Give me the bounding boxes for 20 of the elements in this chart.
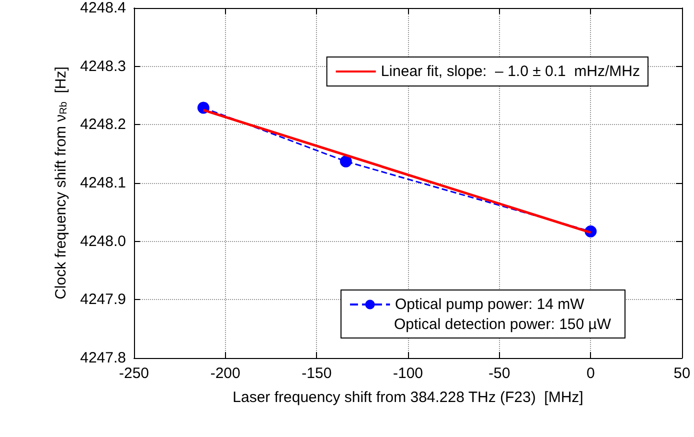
- x-tick-label: -250: [118, 365, 150, 382]
- y-tick-label: 4247.8: [80, 350, 126, 366]
- y-tick-label: 4248.4: [80, 0, 126, 16]
- point: [340, 155, 352, 168]
- x-tick-label: -200: [210, 365, 240, 382]
- y-axis-title: Clock frequency shift from νRb [Hz]: [52, 66, 70, 300]
- annotation: Optical detection power: 150 µW: [394, 316, 612, 333]
- x-tick-label: -150: [302, 365, 332, 382]
- legend-label: Optical pump power: 14 mW: [395, 296, 586, 313]
- y-tick-label: 4248.3: [80, 58, 126, 75]
- legend-label: Linear fit, slope: – 1.0 ± 0.1 mHz/MHz: [380, 63, 640, 80]
- x-tick-label: -50: [488, 365, 510, 382]
- y-tick-label: 4248.0: [80, 232, 126, 250]
- x-tick-label: -100: [392, 365, 424, 382]
- x-axis-title: Laser frequency shift from 384.228 THz (F23) [MHz]: [232, 389, 584, 406]
- y-tick-label: 4248.2: [80, 116, 126, 134]
- x-tick-label: 0: [586, 365, 595, 382]
- y-tick-label: 4248.1: [80, 174, 126, 192]
- y-tick-label: 4247.9: [80, 291, 126, 308]
- x-tick-label: 50: [674, 365, 690, 382]
